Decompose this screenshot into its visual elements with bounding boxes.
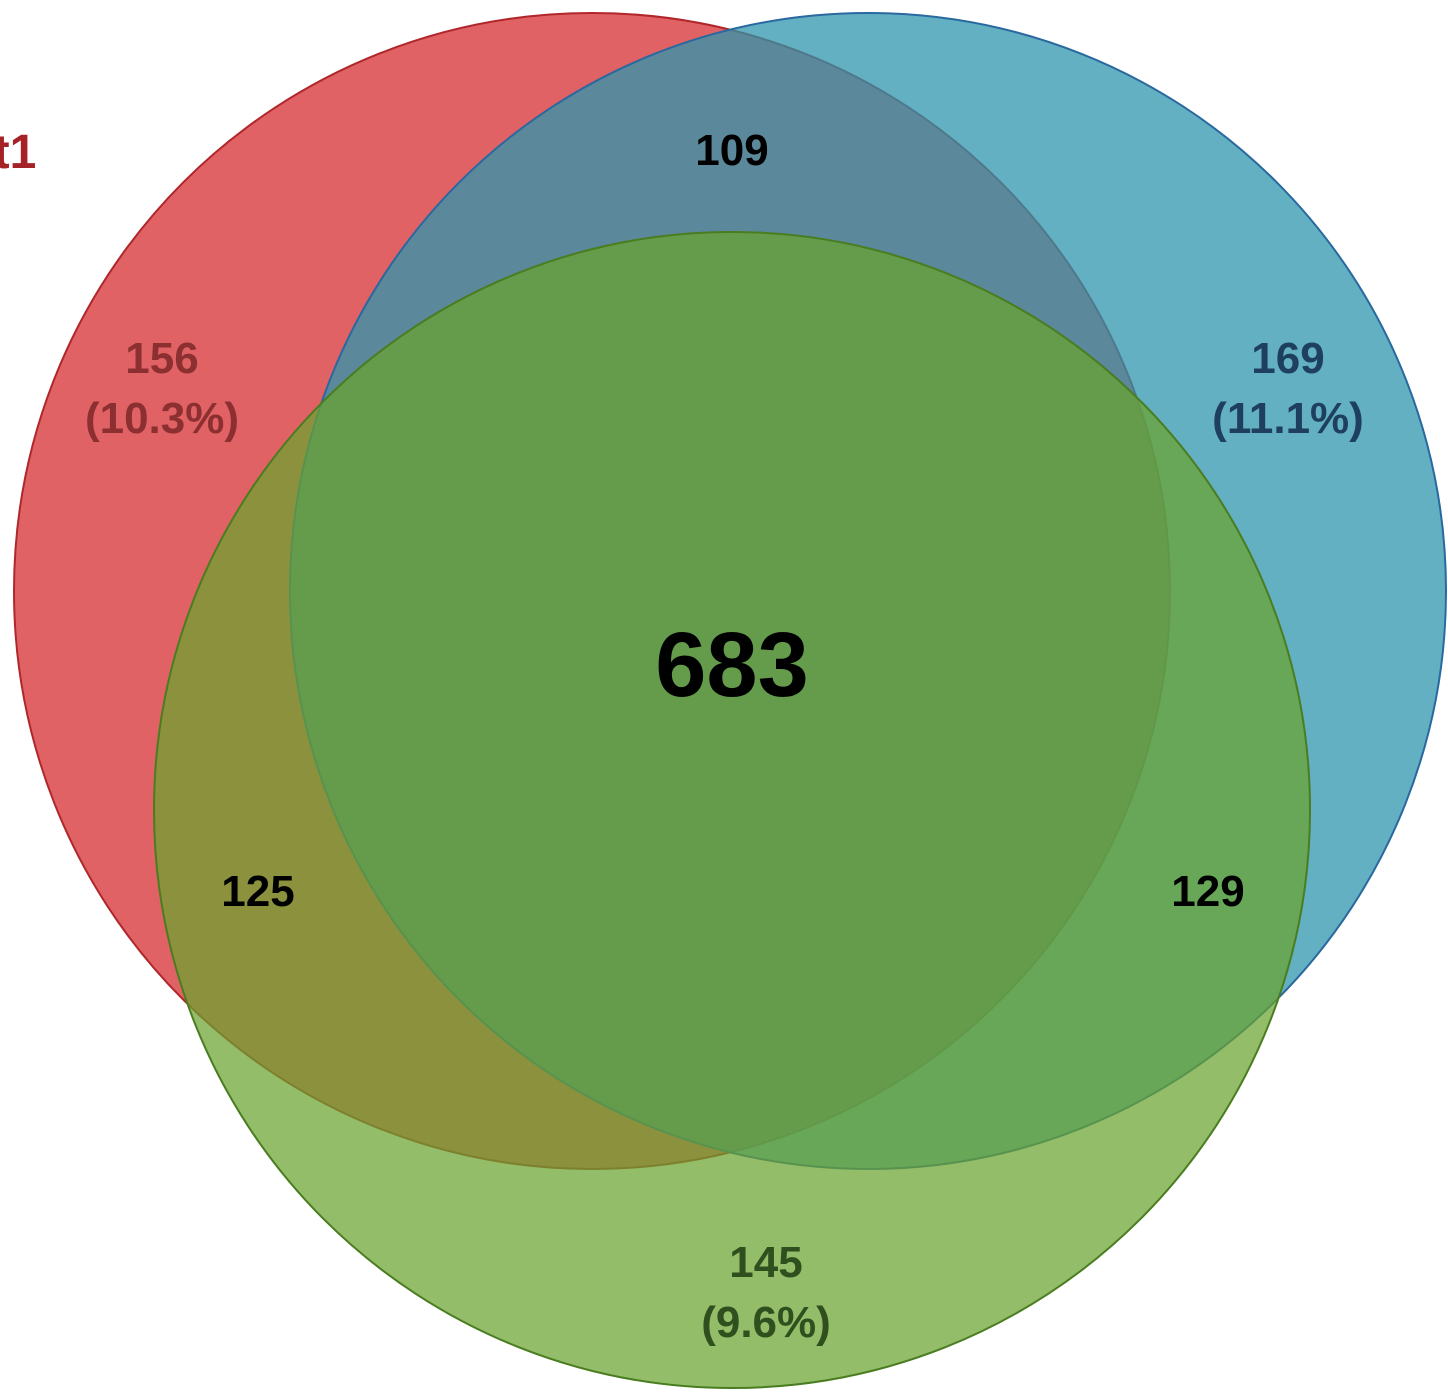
set1-set3-overlap-count: 125: [221, 867, 294, 916]
only-set2-percent: (11.1%): [1212, 394, 1364, 443]
set3-circle: [153, 231, 1311, 1389]
only-set3-percent: (9.6%): [701, 1298, 831, 1347]
only-set2-count: 169: [1251, 334, 1324, 383]
only-set1-percent: (10.3%): [85, 394, 239, 443]
set1-title-label: t1: [0, 126, 36, 179]
all-sets-overlap-count: 683: [655, 614, 809, 716]
set2-set3-overlap-count: 129: [1171, 867, 1244, 916]
only-set3-count: 145: [729, 1238, 802, 1287]
only-set1-count: 156: [125, 334, 198, 383]
set1-set2-overlap-count: 109: [695, 126, 768, 175]
